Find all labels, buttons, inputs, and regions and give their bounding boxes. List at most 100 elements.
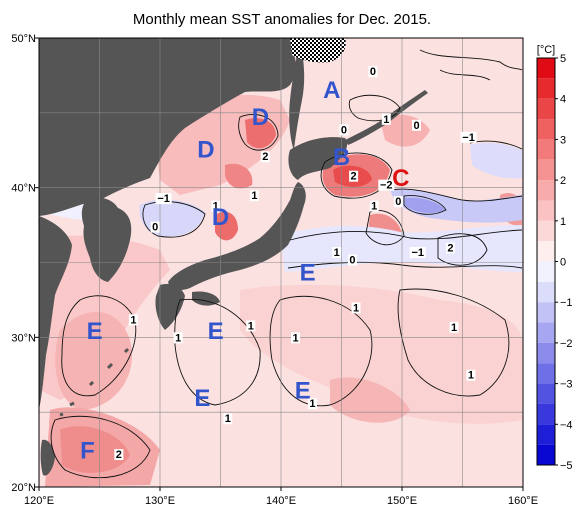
axis-ticks: 120°E 130°E 140°E 150°E 160°E 20°N 30°N 40°N 50°… <box>11 33 538 507</box>
contour-label: 1 <box>309 398 315 410</box>
contour-label: 2 <box>116 449 122 461</box>
colorbar-tick-label: −4 <box>560 419 573 431</box>
contour-label: 1 <box>468 370 474 382</box>
region-label-e: E <box>194 385 210 412</box>
y-tick-label: 20°N <box>11 482 36 494</box>
sakhalin-island <box>289 38 305 150</box>
contour-label-bg <box>347 254 357 266</box>
region-label-e: E <box>87 318 103 345</box>
chart-title: Monthly mean SST anomalies for Dec. 2015… <box>133 11 431 28</box>
contour-label-bg <box>460 131 477 143</box>
contour-label: 1 <box>175 332 181 344</box>
colorbar-segment <box>537 261 555 282</box>
colorbar-segment <box>537 363 555 384</box>
region-label-d: D <box>212 204 229 231</box>
contour-label-bg <box>349 170 359 182</box>
hokkaido-island <box>288 137 348 180</box>
contour-label-bg <box>378 179 395 191</box>
colorbar-segment <box>537 119 555 140</box>
honshu-island <box>168 182 306 290</box>
contour-label-bg <box>114 449 124 461</box>
region-label-d: D <box>252 104 269 131</box>
contour-label-bg <box>291 332 301 344</box>
colorbar-segment <box>537 322 555 343</box>
colorbar-tick-label: 0 <box>560 257 566 269</box>
contour-label: 1 <box>451 322 457 334</box>
contour-label: −1 <box>462 132 475 144</box>
region-label-e: E <box>208 318 224 345</box>
region-label-c: C <box>392 165 409 192</box>
region-label-d: D <box>197 137 214 164</box>
contour-label: 1 <box>130 314 136 326</box>
china-coast <box>39 216 72 410</box>
contour-label: −2 <box>380 180 393 192</box>
y-tick-label: 30°N <box>11 332 36 344</box>
asian-continent <box>39 38 296 216</box>
contour-label: 1 <box>213 201 219 213</box>
contour-label: 1 <box>353 302 359 314</box>
contour-label-bg <box>246 320 256 332</box>
contour-label: 0 <box>349 255 355 267</box>
taiwan-island <box>40 439 55 476</box>
y-tick-label: 50°N <box>11 33 36 45</box>
contour-label: 2 <box>351 171 357 183</box>
colorbar-segment <box>537 383 555 404</box>
region-label-e: E <box>295 378 311 405</box>
region-label-b: B <box>333 144 350 171</box>
contour-label-bg <box>369 200 379 212</box>
contour-label-bg <box>260 151 270 163</box>
contour-label: 1 <box>248 320 254 332</box>
contour-label: 0 <box>152 222 158 234</box>
contour-label-bg <box>155 193 172 205</box>
colorbar-segment <box>537 241 555 262</box>
contour-label-bg <box>449 321 459 333</box>
x-tick-label: 140°E <box>266 495 296 507</box>
contour-label: −1 <box>411 247 424 259</box>
contour-label-bg <box>339 124 349 136</box>
contour-label: 2 <box>447 243 453 255</box>
contour-label-bg <box>223 413 233 425</box>
colorbar-segment <box>537 444 555 465</box>
contour-label: −1 <box>157 193 170 205</box>
colorbar-segment <box>537 342 555 364</box>
korean-peninsula <box>81 197 132 282</box>
colorbar-tick-label: −1 <box>560 297 573 309</box>
contour-label: 1 <box>225 413 231 425</box>
colorbar-segment <box>537 302 555 323</box>
contour-label-bg <box>211 200 221 212</box>
colorbar-tick-label: 1 <box>560 216 566 228</box>
colorbar-segment <box>537 78 555 99</box>
colorbar-tick-label: −2 <box>560 338 573 350</box>
colorbar-segment <box>537 281 555 303</box>
x-tick-label: 130°E <box>145 495 175 507</box>
region-label-a: A <box>323 77 340 104</box>
colorbar-segment <box>537 200 555 221</box>
ryukyu-islands <box>59 347 130 417</box>
colorbar-segment <box>537 159 555 181</box>
contour-label: 0 <box>395 196 401 208</box>
contour-lines <box>50 49 523 479</box>
colorbar-tick-label: 3 <box>560 134 566 146</box>
colorbar-segment <box>537 424 555 445</box>
y-tick-label: 40°N <box>11 183 36 195</box>
colorbar-tick-label: 4 <box>560 94 566 106</box>
colorbar-segment <box>537 220 555 242</box>
graticule <box>39 38 523 487</box>
contour-label-bg <box>368 65 378 77</box>
colorbar-tick-label: −5 <box>560 460 573 472</box>
land-masses <box>39 38 428 476</box>
contour-label: 0 <box>370 66 376 78</box>
sea-ice-patch <box>290 38 346 63</box>
contour-label: 0 <box>341 124 347 136</box>
x-tick-label: 160°E <box>508 495 538 507</box>
contour-label: 0 <box>413 120 419 132</box>
contour-label-bg <box>409 247 426 259</box>
contour-label-bg <box>249 190 259 202</box>
colorbar-segment <box>537 180 555 201</box>
contour-label: 1 <box>251 190 257 202</box>
contour-label-bg <box>150 221 160 233</box>
contour-label-bg <box>393 196 403 208</box>
colorbar-unit: [°C] <box>537 44 555 56</box>
